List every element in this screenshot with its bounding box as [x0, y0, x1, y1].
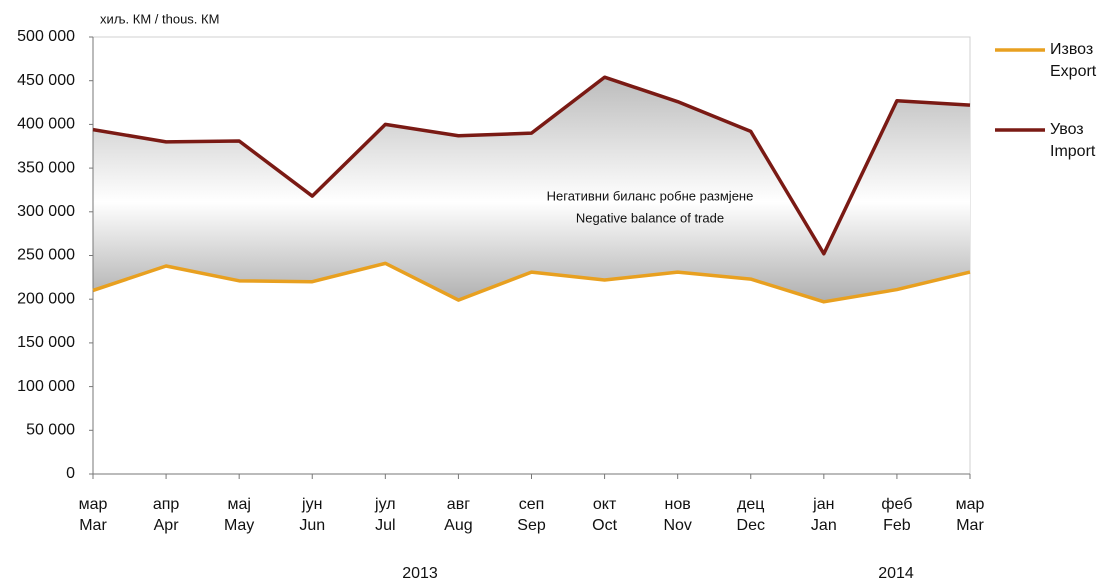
x-tick-label: мај [227, 496, 250, 513]
x-tick-label: Oct [592, 517, 617, 534]
x-tick-label: Mar [79, 517, 107, 534]
unit-label: хиљ. КМ / thous. КМ [100, 11, 219, 26]
y-tick-label: 200 000 [17, 290, 75, 307]
x-tick-label: Mar [956, 517, 984, 534]
x-tick-label: Apr [154, 517, 180, 534]
x-tick-label: Feb [883, 517, 911, 534]
annotation: Negative balance of trade [576, 210, 724, 225]
y-tick-label: 250 000 [17, 247, 75, 264]
x-tick-label: окт [593, 496, 617, 513]
x-tick-label: авг [447, 496, 470, 513]
x-tick-label: Jul [375, 517, 395, 534]
legend-label: Export [1050, 63, 1097, 80]
x-tick-label: дец [737, 496, 764, 513]
x-tick-label: нов [665, 496, 691, 513]
legend-label: Увоз [1050, 121, 1084, 138]
x-tick-label: мар [956, 496, 985, 513]
series-line [92, 261, 971, 304]
y-tick-label: 450 000 [17, 72, 75, 89]
x-tick-label: Jun [299, 517, 325, 534]
y-tick-label: 100 000 [17, 378, 75, 395]
x-tick-label: јул [374, 496, 396, 513]
x-tick-label: апр [153, 496, 180, 513]
x-tick-label: Sep [517, 517, 546, 534]
x-tick-label: јун [301, 496, 322, 513]
x-tick-label: Nov [663, 517, 691, 534]
legend-label: Извоз [1050, 41, 1093, 58]
x-tick-label: Jan [811, 517, 837, 534]
y-tick-label: 0 [66, 465, 75, 482]
y-tick-label: 300 000 [17, 203, 75, 220]
y-tick-label: 350 000 [17, 159, 75, 176]
x-tick-label: јан [812, 496, 834, 513]
y-tick-label: 50 000 [26, 422, 75, 439]
series-line [92, 75, 971, 256]
year-label: 2013 [402, 565, 438, 581]
x-tick-label: May [224, 517, 254, 534]
y-tick-label: 400 000 [17, 116, 75, 133]
y-tick-label: 150 000 [17, 334, 75, 351]
x-tick-label: мар [79, 496, 108, 513]
x-tick-label: сеп [519, 496, 545, 513]
x-tick-label: Dec [737, 517, 765, 534]
legend-label: Import [1050, 143, 1096, 160]
annotation: Негативни биланс робне размјене [547, 188, 754, 203]
x-tick-label: феб [881, 496, 912, 513]
x-tick-label: Aug [444, 517, 472, 534]
y-tick-label: 500 000 [17, 28, 75, 45]
year-label: 2014 [878, 565, 914, 581]
